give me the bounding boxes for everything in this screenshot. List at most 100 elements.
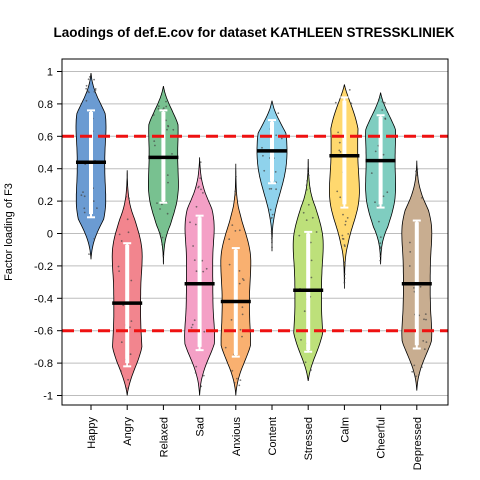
data-point	[127, 231, 130, 234]
data-point	[203, 330, 206, 333]
chart-title: Laodings of def.E.cov for dataset KATHLE…	[53, 25, 454, 40]
data-point	[120, 341, 123, 344]
violin-angry	[111, 170, 143, 396]
data-point	[85, 84, 88, 87]
data-point	[344, 223, 347, 226]
data-point	[409, 251, 412, 253]
y-tick-label: 0.6	[38, 131, 53, 143]
data-point	[189, 221, 191, 224]
data-point	[198, 185, 200, 188]
data-point	[305, 184, 308, 187]
data-point	[82, 191, 84, 194]
data-point	[420, 366, 423, 368]
y-tick-label: -0.2	[34, 261, 53, 273]
data-point	[120, 370, 122, 372]
data-point	[343, 277, 346, 280]
data-point	[156, 202, 158, 205]
data-point	[234, 230, 237, 232]
data-point	[307, 171, 310, 174]
data-point	[263, 169, 266, 172]
data-point	[271, 213, 274, 216]
data-point	[202, 270, 205, 273]
data-point	[381, 109, 384, 111]
data-point	[346, 217, 349, 219]
data-point	[344, 245, 346, 248]
data-point	[127, 378, 129, 381]
x-tick-label: Calm	[339, 417, 351, 443]
data-point	[270, 237, 273, 240]
data-point	[159, 232, 162, 235]
data-point	[224, 346, 227, 349]
data-point	[275, 134, 278, 137]
data-point	[161, 236, 164, 239]
data-point	[165, 100, 167, 103]
data-point	[344, 220, 347, 223]
data-point	[423, 348, 426, 351]
data-point	[413, 287, 415, 289]
data-point	[338, 141, 341, 144]
data-point	[269, 208, 272, 211]
data-point	[423, 318, 425, 321]
data-point	[379, 259, 382, 262]
data-point	[415, 174, 418, 177]
data-point	[236, 377, 238, 380]
data-point	[310, 276, 313, 279]
data-point	[96, 207, 98, 210]
data-point	[162, 107, 165, 109]
data-point	[347, 233, 350, 235]
data-point	[241, 313, 244, 316]
data-point	[339, 151, 342, 153]
data-point	[126, 185, 128, 188]
y-axis-title: Factor loading of F3	[3, 183, 15, 281]
data-point	[271, 235, 273, 238]
data-point	[382, 195, 385, 198]
data-point	[336, 190, 339, 193]
data-point	[85, 87, 88, 90]
data-point	[235, 175, 237, 178]
data-point	[117, 265, 120, 268]
data-point	[165, 119, 167, 122]
data-point	[241, 335, 243, 338]
data-point	[270, 187, 273, 190]
data-point	[303, 310, 306, 313]
data-point	[202, 192, 204, 194]
data-point	[305, 219, 308, 222]
violin-anxious	[220, 163, 252, 396]
data-point	[154, 144, 156, 147]
data-point	[378, 220, 380, 223]
data-point	[88, 76, 91, 78]
data-point	[129, 326, 131, 329]
reference-lines	[62, 134, 448, 333]
data-point	[241, 306, 244, 309]
data-point	[234, 190, 237, 193]
data-point	[199, 177, 202, 180]
data-point	[409, 241, 411, 244]
y-tick-label: 0.8	[38, 99, 53, 111]
data-point	[202, 374, 205, 377]
data-point	[157, 105, 160, 108]
data-point	[408, 265, 411, 267]
data-point	[302, 211, 305, 214]
data-point	[374, 150, 377, 153]
violin-depressed	[401, 160, 433, 391]
data-point	[262, 154, 264, 157]
data-point	[195, 365, 198, 368]
data-point	[270, 230, 273, 233]
data-point	[377, 99, 380, 101]
data-point	[275, 188, 277, 191]
data-point	[270, 216, 273, 219]
data-point	[126, 218, 129, 221]
y-tick-label: 0	[47, 229, 53, 241]
data-point	[411, 370, 414, 373]
data-point	[418, 374, 420, 376]
data-point	[379, 255, 382, 257]
data-point	[80, 194, 83, 197]
data-point	[381, 100, 384, 103]
data-point	[342, 213, 344, 216]
y-tick-label: -0.4	[34, 293, 53, 305]
data-point	[194, 223, 197, 226]
y-axis: -1 -0.8 -0.6 -0.4 -0.2 0 0.2 0.4 0.6 0.8 1	[34, 59, 63, 405]
data-point	[268, 188, 271, 190]
data-point	[310, 369, 312, 371]
